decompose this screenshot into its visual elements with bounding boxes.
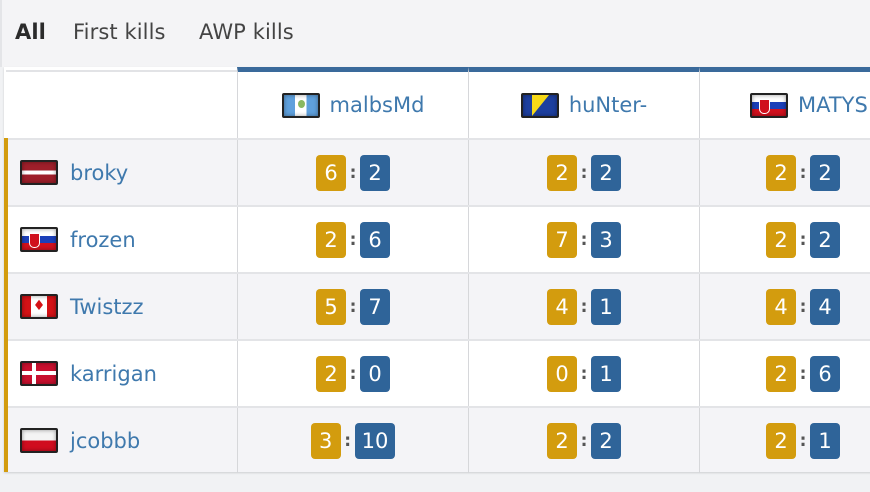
duel-score: 0:1 [468, 341, 699, 406]
opponent-link[interactable]: malbsMd [329, 93, 425, 117]
score-separator: : [580, 162, 588, 183]
score-separator: : [349, 363, 357, 384]
deaths-badge: 1 [810, 422, 840, 459]
table-row: Twistzz 5:7 4:1 4:4 [4, 272, 870, 339]
duel-score: 2:2 [468, 140, 699, 205]
score-separator: : [344, 430, 352, 451]
score-separator: : [349, 229, 357, 250]
score-separator: : [349, 162, 357, 183]
guatemala-flag-icon [281, 92, 320, 118]
score-separator: : [580, 296, 588, 317]
table-row: jcobbb 3:10 2:2 2:1 [4, 406, 870, 473]
deaths-badge: 7 [360, 288, 390, 325]
player-link[interactable]: frozen [70, 227, 136, 252]
team-color-bar [4, 138, 8, 472]
tab-first-kills[interactable]: First kills [73, 20, 166, 44]
player-link[interactable]: broky [70, 160, 129, 185]
opponent-header-malbsmd: malbsMd [237, 67, 468, 138]
player-cell: broky [4, 140, 237, 205]
opponent-link[interactable]: MATYS [798, 93, 868, 117]
opponent-header-matys: MATYS [699, 67, 870, 138]
tab-all[interactable]: All [15, 20, 46, 44]
kills-badge: 2 [547, 422, 577, 459]
score-separator: : [580, 229, 588, 250]
duel-score: 4:1 [468, 274, 699, 339]
deaths-badge: 2 [591, 154, 621, 191]
latvia-flag-icon [20, 160, 58, 185]
kills-badge: 6 [316, 154, 346, 191]
kill-matrix-table: malbsMd huNter- MATYS broky 6:2 2:2 2:2 [4, 67, 870, 473]
slovakia-flag-icon [750, 92, 788, 118]
bosnia-flag-icon [520, 92, 559, 118]
corner-cell [6, 70, 237, 140]
duel-score: 2:6 [237, 207, 468, 272]
opponent-header-hunter: huNter- [468, 67, 699, 138]
duel-score: 2:1 [699, 408, 870, 473]
duel-score: 2:2 [699, 207, 870, 272]
poland-flag-icon [20, 428, 58, 453]
duel-score: 7:3 [468, 207, 699, 272]
duel-score: 5:7 [237, 274, 468, 339]
player-link[interactable]: Twistzz [70, 294, 144, 319]
kills-badge: 2 [766, 154, 796, 191]
deaths-badge: 1 [591, 355, 621, 392]
canada-flag-icon [20, 294, 58, 319]
score-separator: : [580, 363, 588, 384]
deaths-badge: 6 [360, 221, 390, 258]
table-row: broky 6:2 2:2 2:2 [4, 138, 870, 205]
table-row: karrigan 2:0 0:1 2:6 [4, 339, 870, 406]
deaths-badge: 2 [810, 221, 840, 258]
player-link[interactable]: karrigan [70, 361, 157, 386]
kills-badge: 4 [766, 288, 796, 325]
deaths-badge: 2 [591, 422, 621, 459]
deaths-badge: 6 [810, 355, 840, 392]
player-cell: karrigan [4, 341, 237, 406]
deaths-badge: 1 [591, 288, 621, 325]
duel-score: 3:10 [237, 408, 468, 473]
table-header-row: malbsMd huNter- MATYS [4, 67, 870, 140]
kills-badge: 3 [310, 422, 341, 459]
kills-badge: 2 [766, 422, 796, 459]
slovakia-flag-icon [20, 227, 58, 252]
deaths-badge: 0 [360, 355, 390, 392]
score-separator: : [799, 229, 807, 250]
kills-badge: 4 [547, 288, 577, 325]
kills-badge: 2 [316, 221, 346, 258]
duel-score: 4:4 [699, 274, 870, 339]
kills-badge: 2 [766, 355, 796, 392]
table-row: frozen 2:6 7:3 2:2 [4, 205, 870, 272]
deaths-badge: 4 [810, 288, 840, 325]
score-separator: : [799, 162, 807, 183]
score-separator: : [799, 296, 807, 317]
kills-badge: 2 [316, 355, 346, 392]
score-separator: : [349, 296, 357, 317]
deaths-badge: 2 [360, 154, 390, 191]
kills-badge: 0 [547, 355, 577, 392]
player-link[interactable]: jcobbb [70, 428, 141, 453]
kill-matrix-tabs: All First kills AWP kills [0, 0, 870, 67]
kills-badge: 5 [316, 288, 346, 325]
tab-awp-kills[interactable]: AWP kills [199, 20, 294, 44]
deaths-badge: 3 [591, 221, 621, 258]
player-cell: frozen [4, 207, 237, 272]
kills-badge: 7 [547, 221, 577, 258]
score-separator: : [580, 430, 588, 451]
duel-score: 2:2 [468, 408, 699, 473]
score-separator: : [799, 430, 807, 451]
duel-score: 2:2 [699, 140, 870, 205]
player-cell: Twistzz [4, 274, 237, 339]
duel-score: 2:6 [699, 341, 870, 406]
deaths-badge: 2 [810, 154, 840, 191]
score-separator: : [799, 363, 807, 384]
deaths-badge: 10 [354, 422, 396, 459]
kills-badge: 2 [766, 221, 796, 258]
denmark-flag-icon [20, 361, 58, 386]
kills-badge: 2 [547, 154, 577, 191]
player-cell: jcobbb [4, 408, 237, 473]
duel-score: 2:0 [237, 341, 468, 406]
duel-score: 6:2 [237, 140, 468, 205]
opponent-link[interactable]: huNter- [568, 93, 648, 117]
